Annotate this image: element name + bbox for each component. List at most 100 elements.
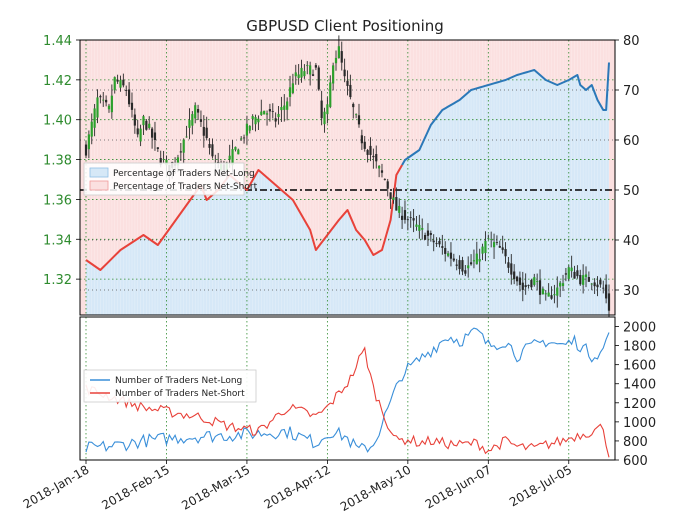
candle-body: [481, 246, 484, 254]
candle-body: [409, 217, 412, 219]
left-tick-label: 1.44: [43, 34, 72, 49]
count-short-line: [85, 346, 610, 458]
candle-body: [383, 179, 386, 180]
candle-body: [245, 123, 249, 136]
candle-body: [406, 219, 409, 221]
candle-body: [133, 114, 136, 126]
bottom-right-tick-label: 1000: [623, 416, 656, 431]
right-tick-label: 40: [623, 234, 640, 249]
candle-body: [553, 294, 556, 296]
candle-body: [314, 65, 317, 68]
right-tick-label: 60: [623, 134, 640, 149]
candle-body: [541, 288, 545, 295]
candle-body: [99, 96, 102, 98]
candle-body: [386, 181, 389, 189]
candle-body: [444, 248, 447, 254]
candle-body: [251, 116, 254, 120]
candle-body: [573, 271, 576, 279]
candle-body: [176, 157, 180, 166]
legend-label-count-long: Number of Traders Net-Long: [115, 376, 242, 386]
top-legend-box: [83, 162, 245, 196]
candle-body: [323, 111, 326, 125]
candle-body: [527, 285, 530, 286]
candle-body: [260, 111, 263, 115]
x-tick-label: 2018-Jun-07: [423, 462, 494, 511]
left-tick-label: 1.32: [43, 273, 72, 288]
legend-label-count-short: Number of Traders Net-Short: [115, 389, 245, 399]
bottom-right-tick-label: 1800: [623, 340, 656, 355]
right-tick-label: 50: [623, 184, 640, 199]
candle-body: [547, 292, 550, 297]
candle-body: [194, 105, 197, 119]
candle-body: [559, 282, 562, 287]
bottom-legend: Number of Traders Net-Long Number of Tra…: [83, 369, 257, 403]
candle-body: [513, 271, 516, 280]
candle-body: [105, 99, 108, 103]
candle-body: [130, 102, 134, 110]
candle-body: [576, 270, 579, 277]
candle-body: [156, 147, 159, 149]
candle-body: [536, 281, 539, 282]
candle-body: [587, 277, 590, 282]
candle-body: [228, 155, 231, 160]
left-tick-label: 1.40: [43, 114, 72, 129]
x-tick-label: 2018-Apr-12: [262, 462, 333, 511]
candle-body: [185, 136, 188, 138]
candle-body: [398, 205, 401, 213]
candle-body: [332, 65, 335, 84]
candle-body: [521, 282, 524, 290]
candle-body: [317, 67, 320, 90]
left-tick-label: 1.42: [43, 74, 72, 89]
candle-body: [570, 267, 573, 272]
candle-body: [300, 67, 303, 78]
x-tick-label: 2018-Jan-18: [21, 462, 92, 511]
candle-body: [320, 100, 323, 119]
candle-body: [599, 279, 602, 285]
candle-body: [567, 267, 570, 279]
candle-body: [231, 149, 234, 166]
candle-body: [96, 97, 99, 118]
candle-body: [277, 113, 280, 118]
candle-body: [596, 284, 599, 288]
x-tick-label: 2018-May-10: [338, 462, 413, 514]
candle-body: [248, 125, 251, 131]
candle-body: [472, 260, 476, 262]
candle-body: [438, 241, 441, 245]
candle-body: [607, 293, 611, 311]
candle-body: [423, 235, 427, 240]
candle-body: [311, 74, 315, 76]
candle-body: [412, 218, 415, 221]
candle-body: [343, 69, 346, 77]
candle-body: [268, 109, 272, 112]
legend-swatch-pct-long: [89, 167, 109, 178]
candle-body: [116, 79, 119, 82]
left-tick-label: 1.38: [43, 154, 72, 169]
candle-body: [432, 240, 435, 243]
candle-body: [234, 146, 237, 150]
candle-body: [254, 117, 257, 125]
candle-body: [380, 170, 384, 173]
candle-body: [590, 283, 593, 285]
candle-body: [478, 258, 481, 262]
chart-title: GBPUSD Client Positioning: [246, 17, 444, 35]
x-tick-label: 2018-Feb-15: [99, 462, 172, 512]
candle-body: [191, 114, 194, 126]
candle-body: [498, 245, 501, 248]
candle-body: [515, 276, 519, 282]
candle-body: [510, 263, 513, 275]
long-fill-area: [86, 62, 609, 315]
x-tick-label: 2018-Jul-05: [507, 462, 574, 509]
bottom-panel: 600 800 1000 1200 1400 1600 1800 2000 2018-Jan-1…: [21, 316, 656, 514]
candle-body: [538, 280, 542, 295]
candle-body: [119, 79, 122, 88]
left-tick-label: 1.34: [43, 233, 72, 248]
candle-body: [122, 79, 125, 86]
bottom-plot-frame: [79, 316, 616, 461]
bottom-right-tick-label: 600: [623, 454, 648, 469]
top-panel: 1.32 1.34 1.36 1.38 1.40 1.42 1.44 30 40 50 60 70 80: [43, 34, 640, 322]
candle-body: [467, 265, 470, 269]
candle-body: [564, 273, 567, 275]
candle-body: [113, 77, 116, 91]
candle-body: [309, 65, 312, 75]
candle-body: [392, 197, 395, 200]
